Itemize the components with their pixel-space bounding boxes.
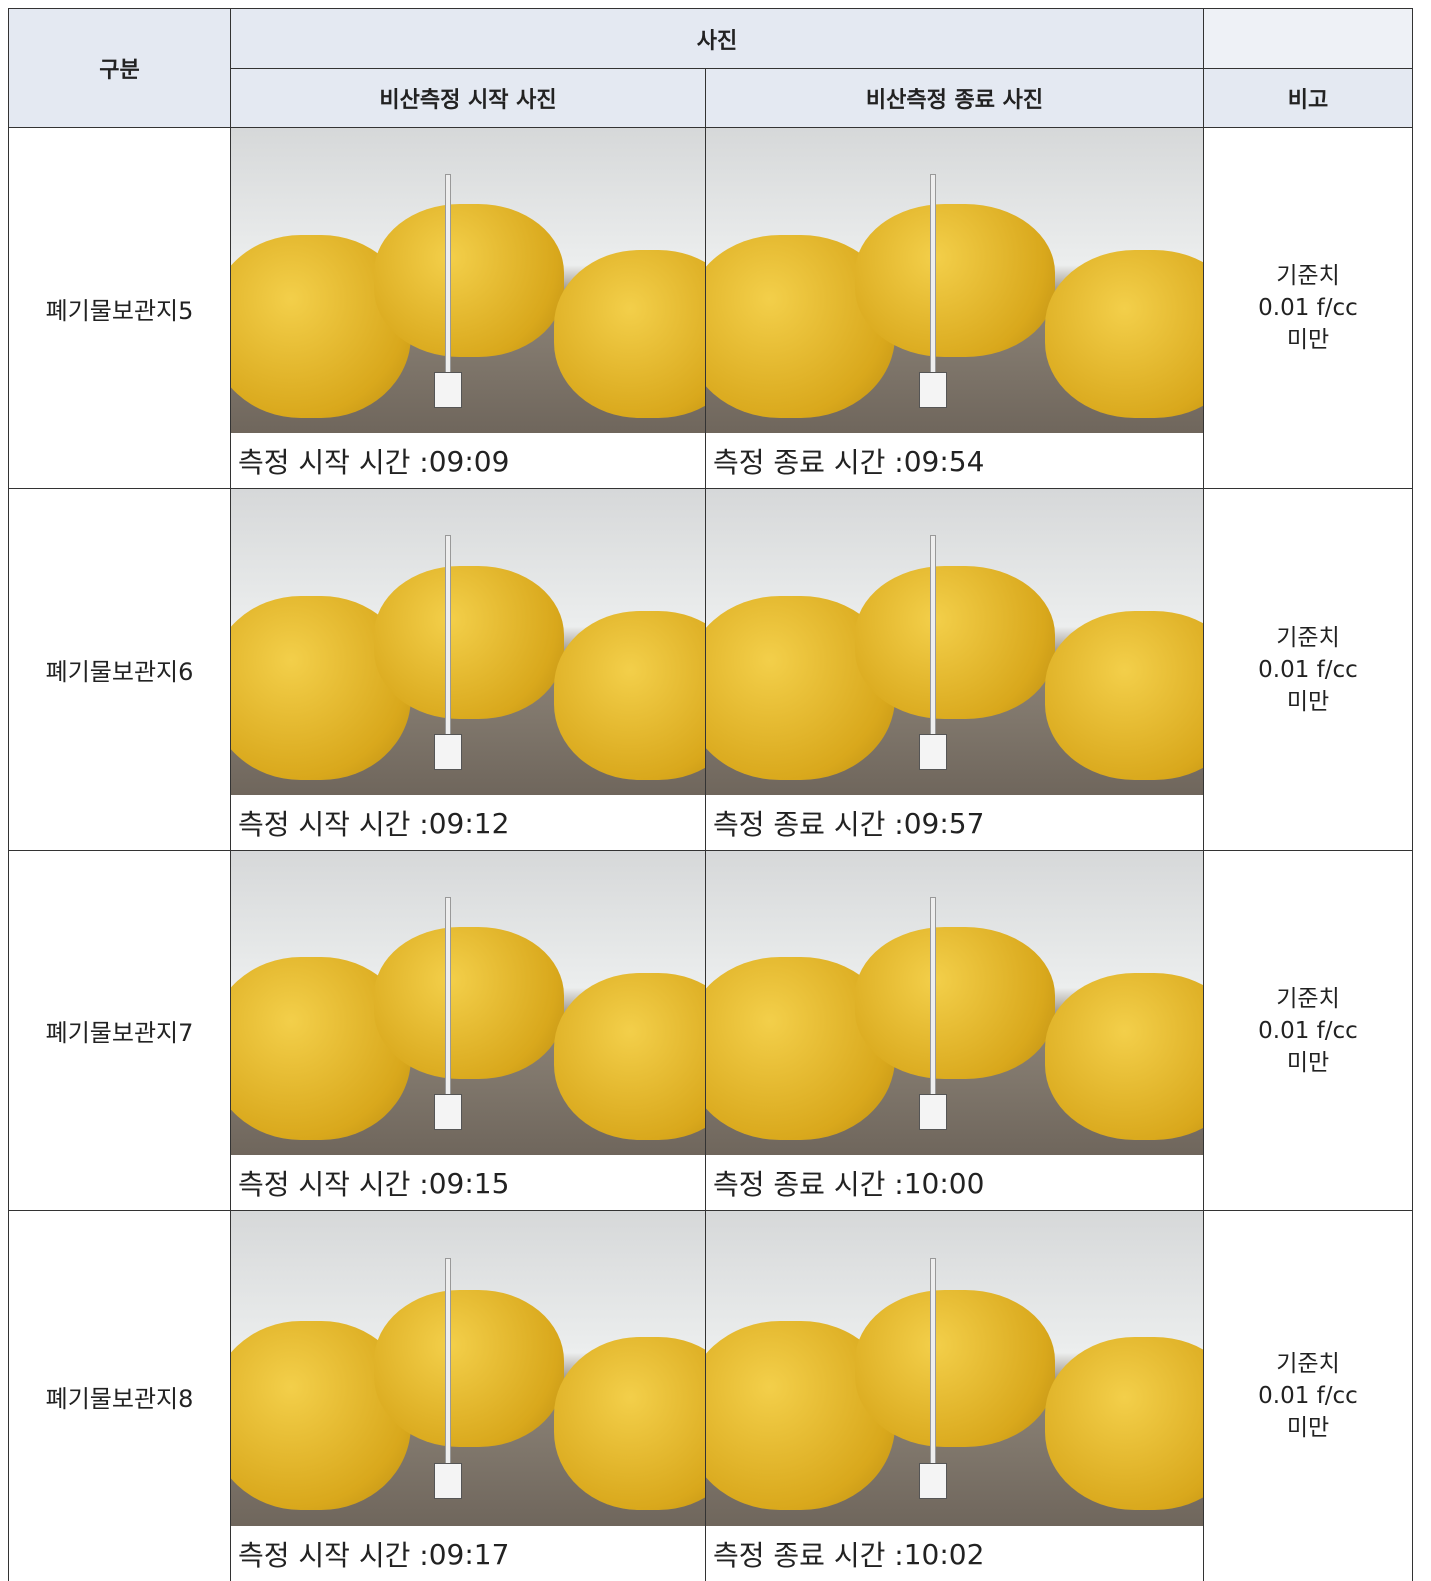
caption-label: 측정 시작 시간 :: [238, 808, 429, 841]
caption-time: 09:12: [428, 806, 510, 840]
row-label: 폐기물보관지6: [8, 488, 231, 851]
sampler-pole: [930, 534, 937, 745]
bag: [1044, 250, 1203, 418]
caption-time: 10:00: [903, 1166, 985, 1200]
sampler: [433, 733, 462, 770]
photo: [706, 128, 1203, 433]
bag: [554, 250, 705, 418]
division-header: 구분: [8, 8, 231, 128]
caption-time: 09:54: [903, 444, 985, 478]
sampler-pole: [930, 173, 937, 384]
sampler: [919, 1463, 948, 1499]
bag: [855, 1289, 1055, 1448]
sampler: [433, 1094, 462, 1131]
sampler-pole: [444, 173, 451, 384]
time-caption: 측정 종료 시간 :10:00: [713, 1156, 984, 1210]
bag: [554, 1337, 705, 1511]
remark: 기준치 0.01 f/cc 미만: [1203, 488, 1413, 851]
caption-time: 09:09: [428, 444, 510, 478]
caption-time: 10:02: [903, 1537, 985, 1571]
remark-line: 미만: [1286, 688, 1330, 715]
bag: [373, 565, 564, 719]
remark-line: 미만: [1286, 327, 1330, 353]
time-caption: 측정 종료 시간 :10:02: [713, 1527, 984, 1581]
photo: [231, 128, 705, 433]
end-photo-header: 비산측정 종료 사진: [705, 68, 1204, 128]
sampler: [919, 733, 948, 770]
photo: [706, 1211, 1203, 1526]
photo: [231, 489, 705, 795]
remark: 기준치 0.01 f/cc 미만: [1203, 127, 1413, 489]
remark: 기준치 0.01 f/cc 미만: [1203, 1210, 1413, 1581]
time-caption: 측정 시작 시간 :09:15: [238, 1156, 509, 1210]
bag: [554, 972, 705, 1140]
photo: [231, 1211, 705, 1526]
sampler: [919, 1094, 948, 1131]
caption-label: 측정 종료 시간 :: [713, 808, 904, 841]
sampler: [433, 1463, 462, 1499]
header-blank: [1203, 8, 1413, 69]
start-photo-header: 비산측정 시작 사진: [230, 68, 706, 128]
row-label: 폐기물보관지8: [8, 1210, 231, 1581]
sampler-pole: [444, 1258, 451, 1475]
photo: [706, 489, 1203, 795]
remark-header: 비고: [1203, 68, 1413, 128]
bag: [373, 927, 564, 1079]
caption-time: 09:57: [903, 806, 985, 840]
bag: [855, 565, 1055, 719]
remark-line: 기준치: [1276, 985, 1340, 1012]
caption-label: 측정 시작 시간 :: [238, 1539, 429, 1572]
sampler: [919, 372, 948, 408]
bag: [855, 204, 1055, 357]
remark-line: 기준치: [1276, 1351, 1340, 1377]
remark-line: 미만: [1286, 1049, 1330, 1076]
sampler-pole: [930, 896, 937, 1106]
time-caption: 측정 시작 시간 :09:12: [238, 796, 509, 850]
photo: [231, 851, 705, 1155]
remark-line: 기준치: [1276, 263, 1340, 289]
row-label: 폐기물보관지7: [8, 850, 231, 1211]
caption-label: 측정 종료 시간 :: [713, 446, 904, 479]
photo-cell: [705, 1210, 1204, 1581]
caption-time: 09:17: [428, 1537, 510, 1571]
time-caption: 측정 종료 시간 :09:54: [713, 434, 984, 488]
remark-line: 0.01 f/cc: [1258, 295, 1358, 321]
caption-label: 측정 종료 시간 :: [713, 1539, 904, 1572]
remark-line: 미만: [1286, 1415, 1330, 1441]
caption-label: 측정 시작 시간 :: [238, 446, 429, 479]
bag: [1044, 611, 1203, 780]
photo: [706, 851, 1203, 1155]
sampler-pole: [444, 896, 451, 1106]
sampler-pole: [444, 534, 451, 745]
caption-label: 측정 종료 시간 :: [713, 1168, 904, 1201]
sampler: [433, 372, 462, 408]
time-caption: 측정 시작 시간 :09:17: [238, 1527, 509, 1581]
remark: 기준치 0.01 f/cc 미만: [1203, 850, 1413, 1211]
bag: [373, 1289, 564, 1448]
remark-line: 0.01 f/cc: [1258, 1017, 1358, 1044]
remark-line: 기준치: [1276, 624, 1340, 651]
caption-time: 09:15: [428, 1166, 510, 1200]
row-label: 폐기물보관지5: [8, 127, 231, 489]
bag: [373, 204, 564, 357]
time-caption: 측정 시작 시간 :09:09: [238, 434, 509, 488]
bag: [1044, 972, 1203, 1140]
photo-header: 사진: [230, 8, 1204, 69]
caption-label: 측정 시작 시간 :: [238, 1168, 429, 1201]
bag: [554, 611, 705, 780]
remark-line: 0.01 f/cc: [1258, 1383, 1358, 1409]
remark-line: 0.01 f/cc: [1258, 656, 1358, 683]
sampler-pole: [930, 1258, 937, 1475]
bag: [855, 927, 1055, 1079]
time-caption: 측정 종료 시간 :09:57: [713, 796, 984, 850]
bag: [1044, 1337, 1203, 1511]
